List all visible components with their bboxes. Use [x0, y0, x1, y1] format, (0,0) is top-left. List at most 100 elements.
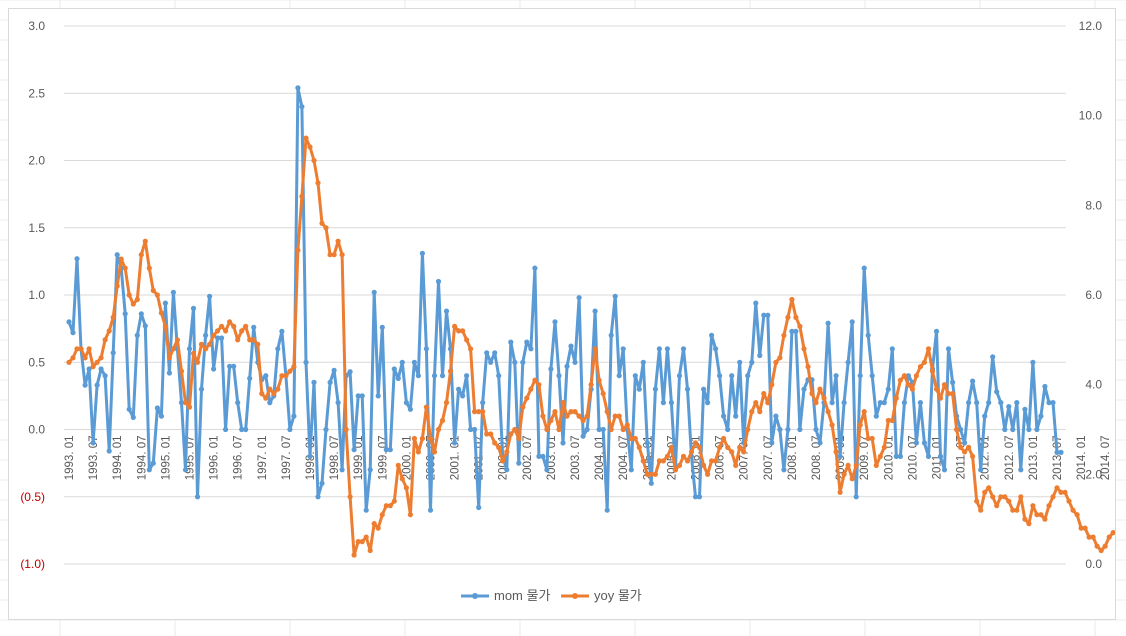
- data-point: [383, 447, 389, 453]
- data-point: [869, 435, 875, 442]
- data-point: [247, 337, 253, 343]
- data-point: [303, 359, 309, 365]
- data-point: [668, 444, 675, 450]
- data-point: [1106, 534, 1112, 540]
- y-left-tick-label: 0.5: [28, 355, 45, 369]
- data-point: [688, 449, 695, 455]
- y-right-tick-label: 10.0: [1079, 109, 1103, 123]
- y-right-tick-label: 8.0: [1085, 198, 1102, 212]
- data-point: [331, 367, 337, 373]
- data-point: [427, 435, 434, 442]
- data-point: [403, 485, 409, 491]
- data-point: [154, 292, 160, 298]
- data-point: [962, 440, 968, 446]
- data-point: [203, 332, 209, 338]
- data-point: [215, 335, 221, 341]
- data-point: [399, 359, 405, 365]
- data-point: [592, 308, 598, 314]
- data-point: [203, 346, 209, 352]
- x-tick-label: 2014. 07: [1100, 436, 1112, 481]
- data-point: [223, 328, 229, 334]
- data-point: [929, 368, 936, 374]
- data-point: [604, 409, 610, 415]
- data-point: [182, 467, 189, 473]
- data-point: [452, 440, 458, 446]
- data-point: [1014, 400, 1020, 406]
- data-point: [1058, 489, 1064, 495]
- data-point: [885, 386, 891, 392]
- data-point: [644, 440, 650, 446]
- data-point: [186, 346, 193, 352]
- data-point: [1030, 359, 1036, 365]
- data-point: [198, 341, 205, 347]
- data-point: [612, 293, 618, 299]
- data-point: [869, 373, 875, 379]
- data-point: [419, 435, 425, 442]
- data-point: [355, 393, 361, 399]
- data-point: [560, 400, 566, 406]
- data-point: [190, 305, 197, 311]
- data-point: [198, 386, 205, 392]
- data-point: [664, 453, 671, 459]
- data-point: [504, 467, 510, 473]
- data-point: [974, 400, 980, 406]
- data-point: [793, 314, 799, 320]
- data-point: [251, 324, 257, 330]
- data-point: [889, 346, 895, 352]
- data-point: [857, 422, 863, 428]
- data-point: [921, 440, 928, 446]
- data-point: [219, 323, 225, 329]
- data-point: [291, 413, 297, 419]
- data-point: [636, 386, 642, 392]
- data-point: [950, 391, 956, 397]
- data-point: [134, 296, 140, 303]
- data-point: [395, 462, 401, 468]
- x-tick-label: 2008. 07: [811, 436, 823, 481]
- data-point: [231, 363, 237, 369]
- data-point: [913, 373, 920, 379]
- data-point: [781, 467, 787, 473]
- legend-label: yoy 물가: [594, 588, 642, 603]
- x-tick-label: 2009. 07: [859, 436, 871, 481]
- data-point: [717, 373, 723, 379]
- data-point: [1046, 400, 1052, 406]
- data-point: [564, 413, 570, 419]
- data-point: [66, 319, 72, 325]
- line-chart[interactable]: 3.0 2.5 2.0 1.5 1.0 0.5 0.0 (0.5) (1.0) 12.0 10.0 8…: [9, 9, 1126, 619]
- data-point: [315, 494, 321, 500]
- chart-area[interactable]: 3.0 2.5 2.0 1.5 1.0 0.5 0.0 (0.5) (1.0) 12.0 10.0 8…: [8, 8, 1126, 620]
- legend: mom 물가 yoy 물가: [461, 588, 642, 603]
- data-point: [464, 337, 470, 343]
- data-point: [664, 346, 671, 352]
- data-point: [411, 359, 417, 365]
- data-point: [632, 435, 638, 442]
- data-point: [829, 400, 835, 406]
- data-point: [841, 400, 847, 406]
- data-point: [544, 467, 550, 473]
- data-point: [363, 507, 369, 513]
- data-point: [263, 395, 269, 401]
- data-point: [721, 435, 727, 442]
- data-point: [431, 449, 438, 455]
- data-point: [279, 373, 285, 379]
- data-point: [207, 293, 213, 299]
- data-point: [877, 453, 883, 459]
- data-point: [773, 413, 779, 419]
- data-point: [456, 328, 462, 334]
- data-point: [500, 458, 506, 464]
- data-point: [267, 400, 273, 406]
- data-point: [331, 252, 337, 258]
- data-point: [588, 382, 594, 388]
- data-point: [644, 471, 650, 477]
- data-point: [937, 395, 944, 401]
- data-point: [1002, 494, 1008, 500]
- data-point: [978, 467, 984, 473]
- data-point: [235, 337, 241, 343]
- data-point: [347, 369, 353, 375]
- data-point: [1066, 498, 1072, 504]
- data-point: [729, 449, 735, 455]
- data-point: [741, 449, 747, 455]
- data-point: [540, 413, 546, 419]
- data-point: [933, 386, 940, 392]
- data-point: [508, 431, 514, 437]
